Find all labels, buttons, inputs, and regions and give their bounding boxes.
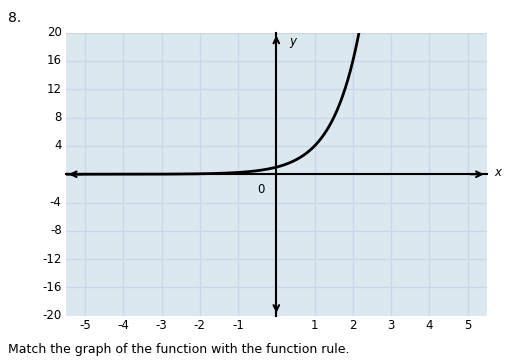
Text: 2: 2 <box>349 319 356 332</box>
Text: Match the graph of the function with the function rule.: Match the graph of the function with the… <box>8 343 349 356</box>
Text: 3: 3 <box>387 319 395 332</box>
Text: x: x <box>494 166 501 179</box>
Text: -12: -12 <box>42 253 62 266</box>
Text: 8: 8 <box>54 111 62 124</box>
Text: y: y <box>289 35 297 48</box>
Text: -4: -4 <box>50 196 62 209</box>
Text: -8: -8 <box>50 224 62 237</box>
Text: -2: -2 <box>194 319 206 332</box>
Text: 8.: 8. <box>8 11 21 25</box>
Text: 5: 5 <box>464 319 472 332</box>
Text: -3: -3 <box>156 319 167 332</box>
Text: -20: -20 <box>43 309 62 322</box>
Text: 12: 12 <box>47 83 62 96</box>
Text: 0: 0 <box>258 183 265 196</box>
Text: -4: -4 <box>117 319 129 332</box>
Text: 4: 4 <box>425 319 433 332</box>
Text: -16: -16 <box>42 281 62 294</box>
Text: -1: -1 <box>232 319 244 332</box>
Text: 1: 1 <box>311 319 318 332</box>
Text: 16: 16 <box>47 54 62 68</box>
Text: -5: -5 <box>79 319 91 332</box>
Text: 4: 4 <box>54 139 62 152</box>
Text: 20: 20 <box>47 26 62 39</box>
